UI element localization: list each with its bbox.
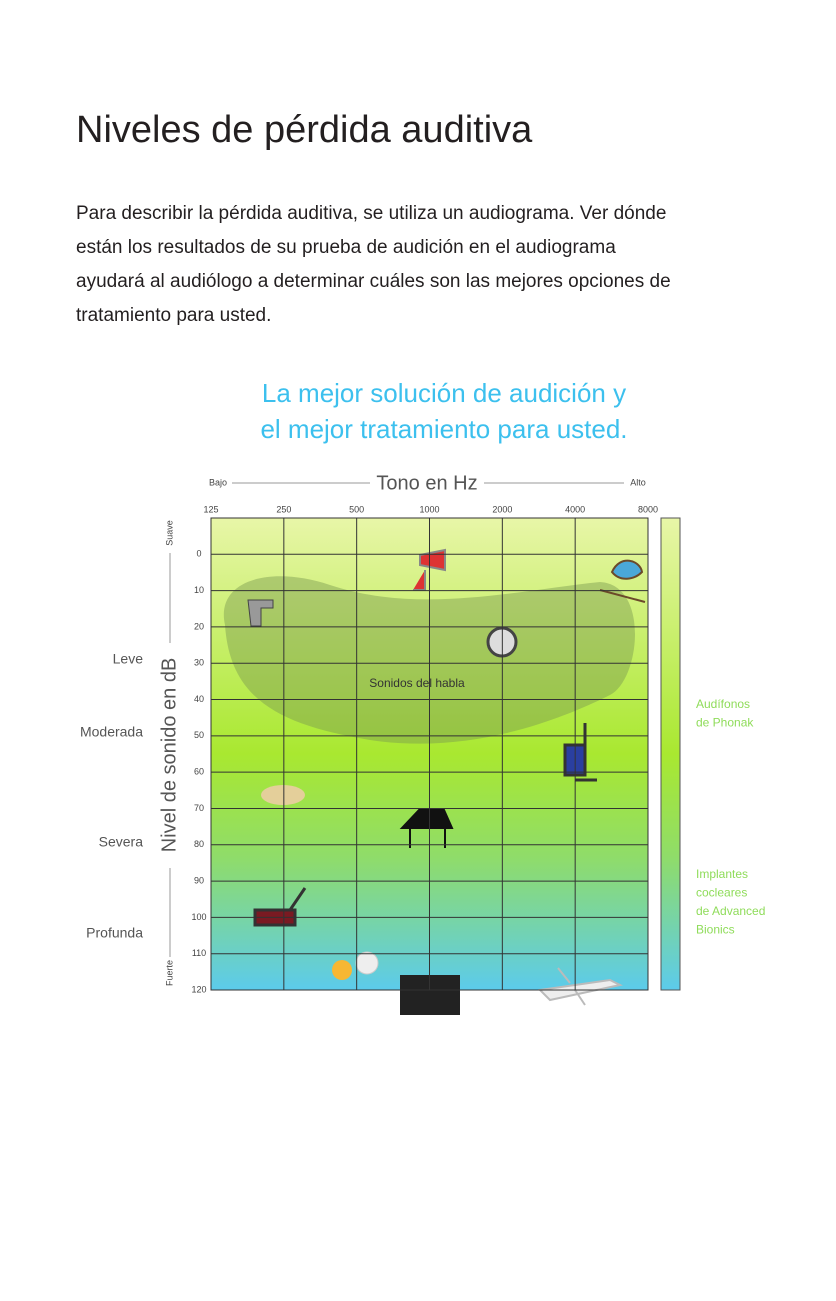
firework-icon: [355, 951, 379, 975]
solution-label: de Advanced: [696, 904, 765, 918]
y-tick-label: 40: [194, 694, 204, 704]
severity-label: Moderada: [80, 724, 143, 740]
solution-label: cocleares: [696, 886, 747, 900]
plane-icon: [537, 967, 623, 1006]
subtitle-line: La mejor solución de audición y: [262, 378, 626, 408]
y-tick-label: 60: [194, 767, 204, 777]
x-axis-label: Tono en Hz: [376, 472, 477, 494]
y-tick-label: 110: [192, 948, 206, 958]
y-high-label: Fuerte: [164, 960, 174, 986]
x-tick-label: 1000: [419, 504, 439, 514]
x-tick-label: 125: [203, 504, 218, 514]
firework-icon: [332, 960, 352, 980]
intro-line: tratamiento para usted.: [76, 305, 271, 326]
subtitle-line: el mejor tratamiento para usted.: [260, 414, 627, 444]
y-tick-label: 30: [194, 658, 204, 668]
severity-label: Severa: [99, 834, 144, 850]
plot-border: [210, 517, 649, 991]
y-tick-label: 20: [194, 621, 204, 631]
solution-label: Implantes: [696, 867, 748, 881]
title: Niveles de pérdida auditiva: [76, 109, 533, 151]
x-tick-label: 4000: [565, 504, 585, 514]
y-tick-label: 120: [191, 984, 206, 994]
y-tick-label: 90: [194, 875, 204, 885]
x-tick-label: 250: [276, 504, 291, 514]
y-low-label: Suave: [164, 520, 174, 546]
severity-label: Leve: [113, 651, 144, 667]
severity-label: Profunda: [86, 925, 143, 941]
x-low-label: Bajo: [209, 477, 227, 487]
y-axis-label: Nivel de sonido en dB: [158, 658, 180, 853]
solution-label: Bionics: [696, 923, 735, 937]
bird-icon: [599, 559, 646, 603]
y-tick-label: 100: [191, 912, 206, 922]
y-tick-label: 0: [196, 549, 201, 559]
speech-label: Sonidos del habla: [369, 676, 465, 690]
horn-icon: [413, 548, 446, 591]
x-tick-label: 2000: [492, 504, 512, 514]
intro-line: están los resultados de su prueba de aud…: [76, 237, 616, 258]
solution-bar: [660, 517, 681, 991]
x-tick-label: 8000: [638, 504, 658, 514]
faucet-icon: [247, 599, 274, 627]
solution-label: de Phonak: [696, 716, 754, 730]
y-tick-label: 80: [194, 839, 204, 849]
intro-line: ayudará al audiólogo a determinar cuáles…: [76, 271, 671, 292]
vacuum-icon: [563, 723, 597, 782]
y-tick-label: 50: [194, 730, 204, 740]
y-tick-label: 70: [194, 803, 204, 813]
dog-icon: [261, 785, 305, 805]
x-high-label: Alto: [630, 477, 646, 487]
intro-line: Para describir la pérdida auditiva, se u…: [76, 203, 666, 224]
y-tick-label: 10: [194, 585, 204, 595]
solution-label: Audífonos: [696, 697, 750, 711]
mower-icon: [253, 887, 307, 927]
x-tick-label: 500: [349, 504, 364, 514]
